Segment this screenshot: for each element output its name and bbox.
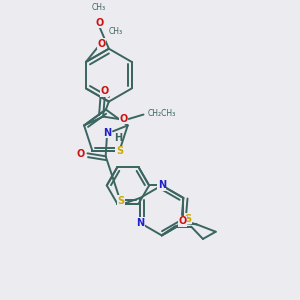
Text: O: O [97, 39, 105, 49]
Text: CH₃: CH₃ [109, 27, 123, 36]
Text: S: S [117, 196, 124, 206]
Text: O: O [96, 18, 104, 28]
Text: CH₃: CH₃ [92, 3, 106, 12]
Text: O: O [100, 86, 109, 96]
Text: S: S [116, 146, 123, 156]
Text: O: O [120, 114, 128, 124]
Text: N: N [103, 128, 111, 138]
Text: N: N [136, 218, 144, 228]
Text: O: O [77, 149, 85, 159]
Text: CH₂CH₃: CH₂CH₃ [148, 109, 176, 118]
Text: O: O [178, 216, 187, 226]
Text: N: N [158, 180, 166, 190]
Text: H: H [114, 133, 122, 143]
Text: S: S [184, 214, 191, 224]
